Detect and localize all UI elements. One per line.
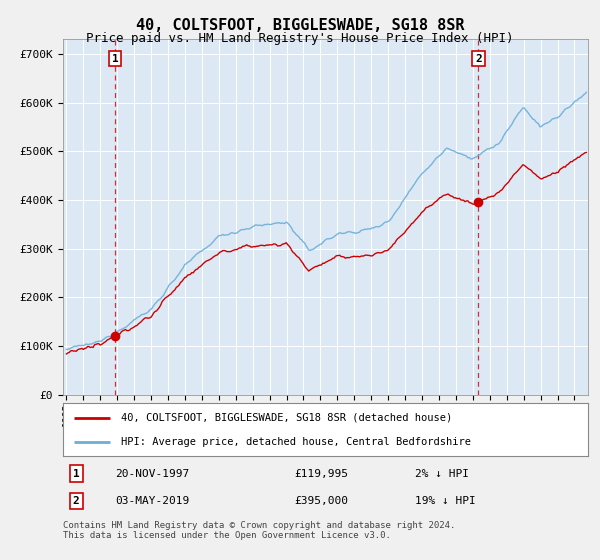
Text: Contains HM Land Registry data © Crown copyright and database right 2024.
This d: Contains HM Land Registry data © Crown c… [63,521,455,540]
Text: HPI: Average price, detached house, Central Bedfordshire: HPI: Average price, detached house, Cent… [121,437,471,447]
Text: 19% ↓ HPI: 19% ↓ HPI [415,496,476,506]
Text: 40, COLTSFOOT, BIGGLESWADE, SG18 8SR (detached house): 40, COLTSFOOT, BIGGLESWADE, SG18 8SR (de… [121,413,452,423]
Text: 2% ↓ HPI: 2% ↓ HPI [415,469,469,479]
Text: 2: 2 [475,54,482,64]
Text: 03-MAY-2019: 03-MAY-2019 [115,496,190,506]
Text: 20-NOV-1997: 20-NOV-1997 [115,469,190,479]
Text: 40, COLTSFOOT, BIGGLESWADE, SG18 8SR: 40, COLTSFOOT, BIGGLESWADE, SG18 8SR [136,18,464,33]
Text: 1: 1 [73,469,79,479]
Text: £119,995: £119,995 [294,469,348,479]
Text: 2: 2 [73,496,79,506]
Text: £395,000: £395,000 [294,496,348,506]
Text: Price paid vs. HM Land Registry's House Price Index (HPI): Price paid vs. HM Land Registry's House … [86,32,514,45]
Text: 1: 1 [112,54,119,64]
